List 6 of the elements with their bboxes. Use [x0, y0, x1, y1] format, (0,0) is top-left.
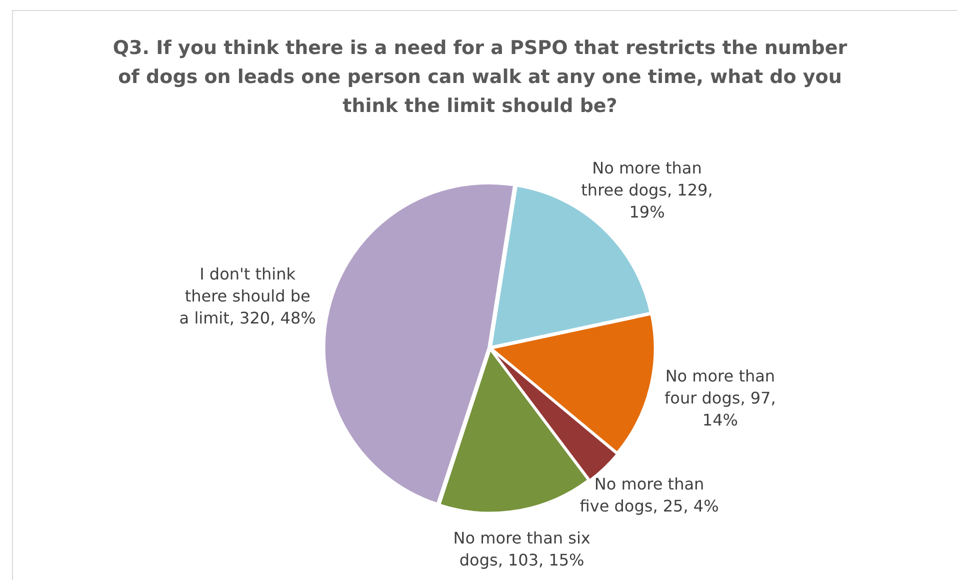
slice-label: No more than six dogs, 103, 15% — [453, 528, 590, 570]
slice-label: I don't think there should be a limit, 320, 48% — [179, 264, 316, 328]
chart-title: Q3. If you think there is a need for a PSPO that restricts the number of dogs on leads one person can walk at any one time, what do you think the limit should be? — [112, 36, 848, 119]
slice-label: No more than three dogs, 129, 19% — [581, 158, 713, 222]
slice-label: No more than four dogs, 97, 14% — [664, 366, 776, 430]
slice-label: No more than five dogs, 25, 4% — [580, 474, 719, 516]
